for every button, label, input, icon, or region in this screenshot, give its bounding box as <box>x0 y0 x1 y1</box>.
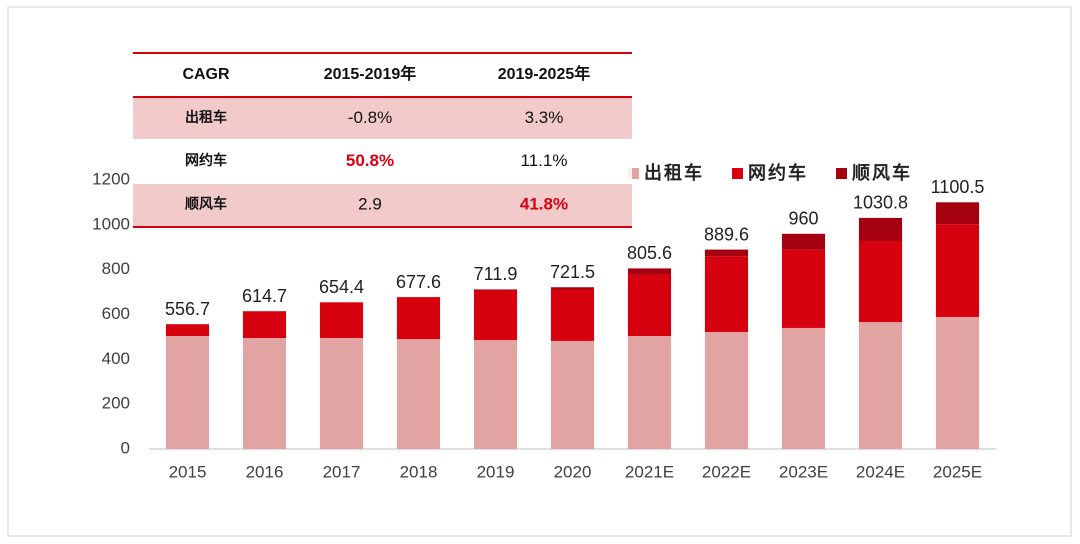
x-tick-label: 2023E <box>779 462 828 481</box>
total-label: 1100.5 <box>931 177 985 197</box>
bar-segment <box>319 302 364 339</box>
x-tick-label: 2016 <box>246 462 284 481</box>
x-tick-label: 2022E <box>702 462 751 481</box>
y-tick-label: 1000 <box>92 214 130 233</box>
y-tick-label: 1200 <box>92 169 130 188</box>
y-tick-label: 800 <box>102 259 130 278</box>
bar-segment <box>935 316 980 449</box>
total-label: 1030.8 <box>853 193 908 213</box>
bar-segment <box>473 340 518 449</box>
total-label: 721.5 <box>550 262 595 282</box>
legend-swatch <box>836 168 847 179</box>
bar-segment <box>165 324 210 337</box>
bar-segment <box>781 327 826 449</box>
bar-segment <box>396 297 441 340</box>
x-tick-label: 2015 <box>169 462 207 481</box>
x-tick-label: 2019 <box>477 462 515 481</box>
bar-segment <box>550 289 595 341</box>
bar-segment <box>858 217 903 242</box>
table-cell: 11.1% <box>521 151 568 170</box>
table-header: 2019-2025年 <box>498 64 591 83</box>
x-tick-label: 2021E <box>625 462 674 481</box>
total-label: 889.6 <box>704 224 749 244</box>
bar-segment <box>473 289 518 291</box>
bar-segment <box>781 249 826 328</box>
bar-segment <box>242 338 287 449</box>
table-cell: 顺风车 <box>185 196 227 212</box>
legend-label: 出租车 <box>644 162 704 183</box>
bar-segment <box>627 268 672 275</box>
x-tick-label: 2018 <box>400 462 438 481</box>
bar-segment <box>704 256 749 332</box>
total-label: 711.9 <box>474 264 518 284</box>
table-row-bg <box>133 141 632 182</box>
y-tick-label: 400 <box>102 349 130 368</box>
table-header: 2015-2019年 <box>324 64 417 83</box>
total-label: 556.7 <box>165 299 210 319</box>
bar-segment <box>704 249 749 257</box>
total-label: 614.7 <box>242 286 287 306</box>
total-label: 677.6 <box>396 272 441 292</box>
table-cell: 2.9 <box>358 194 382 213</box>
legend-label: 顺风车 <box>852 162 912 183</box>
total-label: 805.6 <box>627 243 672 263</box>
table-cell: 41.8% <box>520 194 568 213</box>
bar-segment <box>319 338 364 449</box>
table-cell: 3.3% <box>525 108 564 127</box>
table-cell: -0.8% <box>348 108 392 127</box>
y-tick-label: 0 <box>121 438 130 457</box>
y-tick-label: 200 <box>102 394 130 413</box>
x-tick-label: 2020 <box>554 462 592 481</box>
table-cell: 出租车 <box>185 109 227 125</box>
x-tick-label: 2017 <box>323 462 361 481</box>
bar-segment <box>550 287 595 290</box>
bar-segment <box>242 311 287 339</box>
bar-segment <box>627 274 672 337</box>
total-label: 654.4 <box>319 277 364 297</box>
legend-swatch <box>628 168 639 179</box>
bar-segment <box>627 336 672 449</box>
bar-segment <box>781 233 826 250</box>
bar-segment <box>473 290 518 341</box>
x-tick-label: 2025E <box>933 462 982 481</box>
x-tick-label: 2024E <box>856 462 905 481</box>
table-row-bg <box>133 98 632 139</box>
table-cell: 网约车 <box>185 152 227 168</box>
bar-segment <box>704 331 749 449</box>
bar-segment <box>858 322 903 449</box>
bar-segment <box>935 202 980 225</box>
table-header: CAGR <box>182 66 230 83</box>
bar-segment <box>396 339 441 449</box>
bar-segment <box>858 241 903 323</box>
table-cell: 50.8% <box>346 151 394 170</box>
legend-label: 网约车 <box>748 162 808 183</box>
total-label: 960 <box>788 209 818 229</box>
bar-segment <box>165 336 210 449</box>
table-row-bg <box>133 184 632 226</box>
bar-segment <box>935 224 980 317</box>
y-tick-label: 600 <box>102 304 130 323</box>
legend-swatch <box>732 168 743 179</box>
frame <box>7 6 1072 537</box>
bar-segment <box>550 340 595 449</box>
